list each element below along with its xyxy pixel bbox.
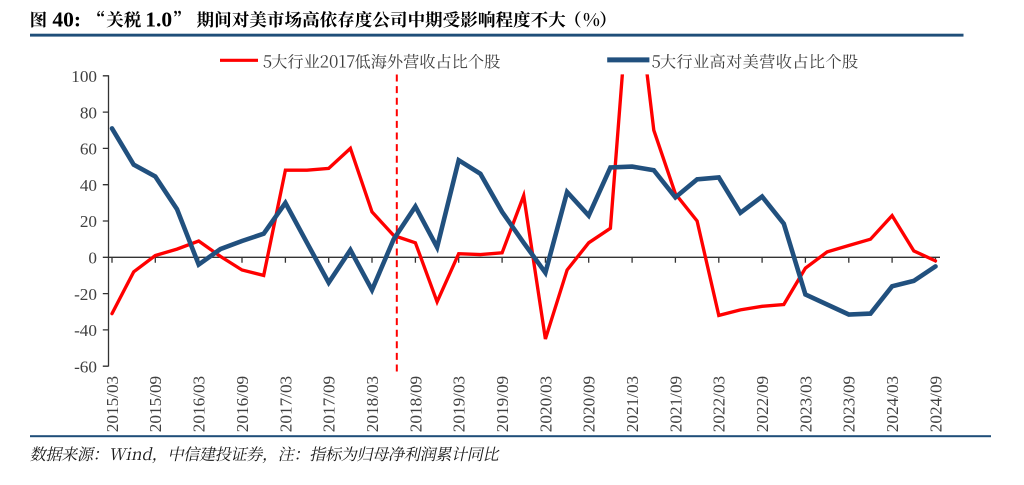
svg-text:2022/03: 2022/03 xyxy=(710,376,729,432)
svg-text:40:: 40: xyxy=(52,7,81,31)
svg-text:2019/03: 2019/03 xyxy=(450,376,469,432)
svg-text:80: 80 xyxy=(80,103,97,122)
svg-text:2021/09: 2021/09 xyxy=(666,376,685,432)
svg-text:2019/09: 2019/09 xyxy=(493,376,512,432)
svg-text:60: 60 xyxy=(80,140,97,159)
svg-text:2015/09: 2015/09 xyxy=(146,376,165,432)
svg-text:2023/03: 2023/03 xyxy=(796,376,815,432)
svg-text:2024/09: 2024/09 xyxy=(926,376,945,432)
svg-text:2020/09: 2020/09 xyxy=(580,376,599,432)
svg-text:2017/03: 2017/03 xyxy=(276,376,295,432)
svg-text:1.0: 1.0 xyxy=(145,7,172,31)
svg-text:2021/03: 2021/03 xyxy=(623,376,642,432)
svg-text:-60: -60 xyxy=(74,357,97,376)
svg-text:-20: -20 xyxy=(74,285,97,304)
svg-text:2018/09: 2018/09 xyxy=(406,376,425,432)
svg-text:2024/03: 2024/03 xyxy=(883,376,902,432)
svg-text:40: 40 xyxy=(80,176,97,195)
svg-text:2020/03: 2020/03 xyxy=(536,376,555,432)
svg-text:20: 20 xyxy=(80,212,97,231)
svg-text:2023/09: 2023/09 xyxy=(840,376,859,432)
svg-text:2017/09: 2017/09 xyxy=(320,376,339,432)
svg-text:0: 0 xyxy=(88,249,97,268)
svg-text:2022/09: 2022/09 xyxy=(753,376,772,432)
svg-text:2015/03: 2015/03 xyxy=(103,376,122,432)
svg-text:100: 100 xyxy=(71,67,97,86)
svg-text:-40: -40 xyxy=(74,321,97,340)
svg-text:2016/09: 2016/09 xyxy=(233,376,252,432)
svg-text:2018/03: 2018/03 xyxy=(363,376,382,432)
svg-text:2016/03: 2016/03 xyxy=(190,376,209,432)
